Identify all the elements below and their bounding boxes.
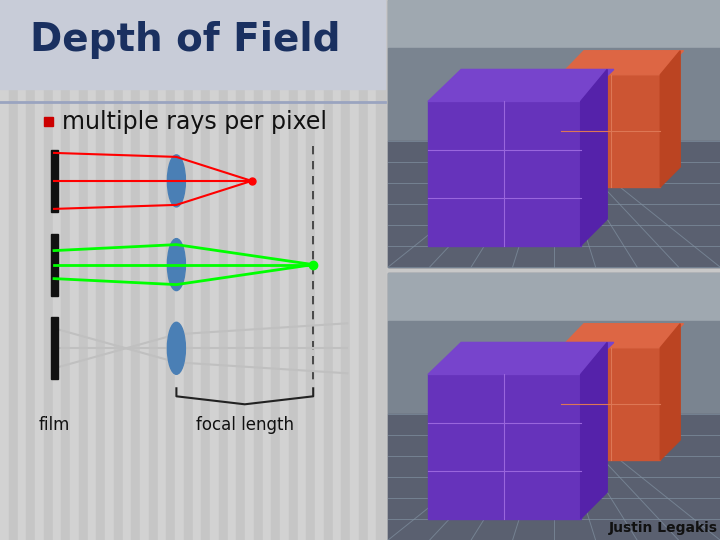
Bar [236,0,245,540]
Bar [105,0,114,540]
Bar [202,0,210,540]
Bar [122,0,131,540]
Bar [210,0,219,540]
Bar [17,0,26,540]
Bar [0,0,385,89]
Bar [377,0,385,540]
Bar [324,0,333,540]
Bar [333,0,341,540]
Bar [219,0,228,540]
Bar [297,0,307,540]
Bar [184,0,193,540]
Ellipse shape [167,322,186,374]
Bar [307,0,315,540]
Ellipse shape [167,155,186,207]
Bar [388,414,720,540]
Bar [140,0,149,540]
Text: Justin Legakis: Justin Legakis [609,521,718,535]
Bar [26,0,35,540]
Ellipse shape [167,239,186,291]
Polygon shape [561,348,660,460]
Text: focal length: focal length [196,416,294,434]
Text: multiple rays per pixel: multiple rays per pixel [62,110,327,133]
Bar [341,0,350,540]
Bar [0,0,9,540]
Bar [245,0,254,540]
Bar [315,0,324,540]
Bar [78,0,88,540]
Polygon shape [428,342,614,374]
Text: film: film [38,416,70,434]
Polygon shape [580,342,607,518]
Bar [263,0,271,540]
Bar [388,48,720,141]
Bar [388,141,720,267]
Bar [388,273,720,540]
Bar [61,0,70,540]
Bar [50,150,58,212]
Polygon shape [561,324,683,348]
Bar [388,273,720,321]
Bar [228,0,236,540]
Bar [368,0,377,540]
Polygon shape [561,51,683,75]
Bar [359,0,368,540]
Bar [388,0,720,267]
Bar [158,0,166,540]
Text: Depth of Field: Depth of Field [30,21,341,59]
Polygon shape [660,51,680,187]
Bar [44,0,53,540]
Polygon shape [428,374,580,518]
Bar [289,0,297,540]
Bar [280,0,289,540]
Bar [50,318,58,379]
Bar [388,0,720,48]
Bar [44,117,53,126]
Polygon shape [428,102,580,246]
Bar [50,234,58,295]
Bar [388,321,720,414]
Bar [53,0,61,540]
Bar [114,0,122,540]
Bar [350,0,359,540]
Bar [88,0,96,540]
Polygon shape [428,70,614,102]
Bar [166,0,175,540]
Bar [9,0,17,540]
Bar [193,0,202,540]
Polygon shape [660,324,680,460]
Bar [175,0,184,540]
Polygon shape [561,75,660,187]
Bar [96,0,105,540]
Bar [149,0,158,540]
Bar [70,0,78,540]
Polygon shape [580,70,607,246]
Bar [131,0,140,540]
Bar [271,0,280,540]
Bar [35,0,44,540]
Bar [254,0,263,540]
